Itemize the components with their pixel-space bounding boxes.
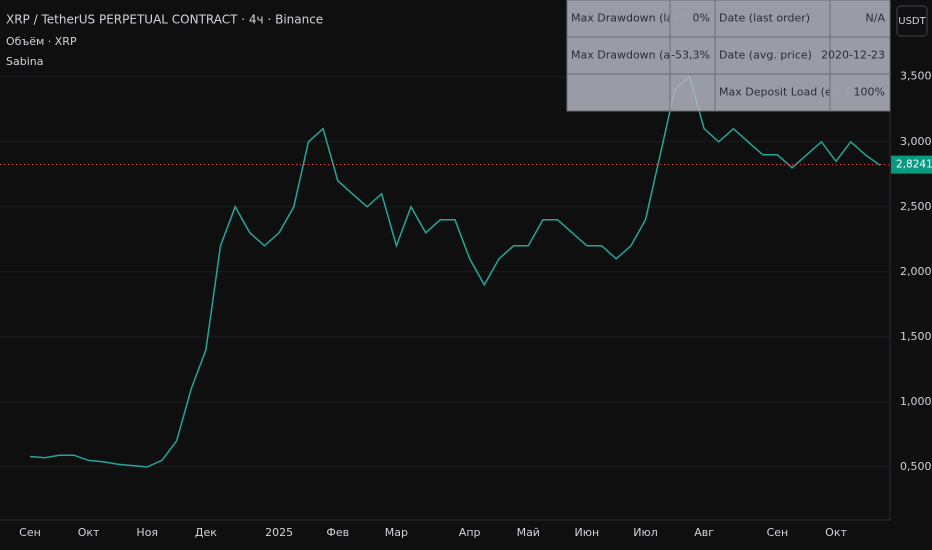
x-tick-label: Ноя [136, 526, 158, 539]
y-tick-label: 3,5000 [900, 70, 932, 83]
x-tick-label: Июн [575, 526, 600, 539]
stats-table: Max Drawdown (last) 0% Date (last order) N/… [566, 0, 891, 112]
table-text: -53,3% [671, 49, 710, 62]
table-text: Date (avg. price) [719, 49, 812, 62]
table-text: 0% [693, 12, 710, 25]
y-tick-label: 0,5000 [900, 460, 932, 473]
currency-label[interactable]: USDT [898, 16, 926, 27]
y-tick-label: 2,5000 [900, 200, 932, 213]
x-tick-label: Дек [195, 526, 217, 539]
x-tick-label: Авг [694, 526, 714, 539]
currency-button[interactable] [896, 5, 928, 37]
last-price-box [891, 155, 932, 174]
y-tick-label: 1,5000 [900, 330, 932, 343]
table-text: Max Drawdown (last) [571, 12, 688, 25]
table-cell [669, 73, 716, 112]
x-tick-label: Сен [19, 526, 41, 539]
x-tick-label: Май [517, 526, 540, 539]
y-tick-label: 1,0000 [900, 395, 932, 408]
chart-title: XRP / TetherUS PERPETUAL CONTRACT · 4ч ·… [6, 13, 323, 27]
table-cell [714, 73, 831, 112]
table-text: Max Drawdown (avg.) [571, 49, 691, 62]
x-tick-label: Сен [767, 526, 789, 539]
indicator-label: Объём · XRP [6, 35, 77, 48]
table-cell [714, 36, 831, 75]
table-text: Max Deposit Load (est.) [719, 86, 850, 99]
y-tick-label: 2,0000 [900, 265, 932, 278]
table-cell [829, 36, 891, 75]
x-tick-label: Мар [385, 526, 408, 539]
table-text: 2020-12-23 [821, 49, 885, 62]
table-cell [566, 73, 671, 112]
x-tick-label: Фев [326, 526, 349, 539]
x-tick-label: Окт [825, 526, 847, 539]
x-tick-label: Июл [633, 526, 658, 539]
y-tick-label: 3,0000 [900, 135, 932, 148]
table-cell [829, 73, 891, 112]
indicator-label: Sabina [6, 55, 43, 68]
x-tick-label: Апр [459, 526, 481, 539]
price-line [29, 75, 881, 468]
x-tick-label: 2025 [265, 526, 293, 539]
table-text: Date (last order) [719, 12, 810, 25]
table-cell [829, 0, 891, 38]
table-text: N/A [866, 12, 886, 25]
last-price-label: 2,8241 [896, 159, 932, 171]
x-tick-label: Окт [78, 526, 100, 539]
table-text: 100% [854, 86, 885, 99]
